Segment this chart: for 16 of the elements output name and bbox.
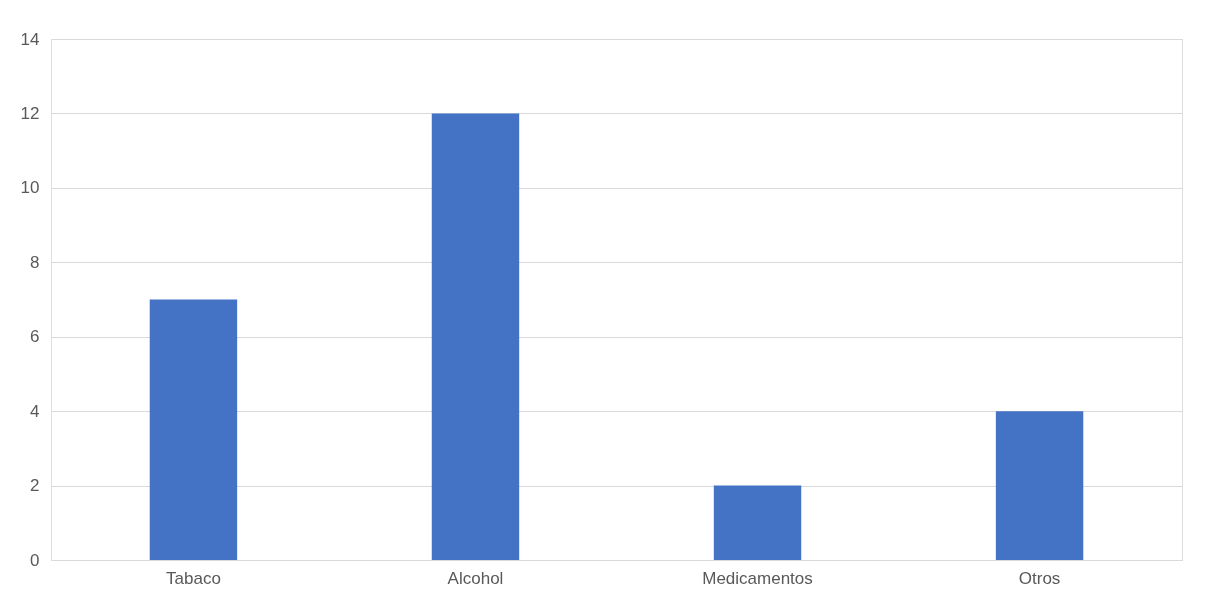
x-tick-label: Tabaco: [166, 568, 221, 588]
y-tick-label: 6: [30, 327, 40, 347]
y-tick-label: 14: [20, 29, 40, 49]
bar: [431, 113, 520, 560]
bar: [713, 485, 802, 560]
x-tick-label: Otros: [1018, 568, 1061, 588]
x-tick-label: Alcohol: [447, 568, 504, 588]
y-tick-label: 10: [20, 178, 40, 198]
y-tick-label: 12: [20, 103, 40, 123]
bar: [149, 299, 238, 560]
y-tick-label: 0: [30, 550, 40, 570]
y-tick-label: 8: [30, 252, 40, 272]
bar: [995, 411, 1084, 560]
y-tick-label: 4: [30, 401, 40, 421]
y-tick-label: 2: [30, 476, 40, 496]
x-tick-label: Medicamentos: [702, 568, 813, 588]
